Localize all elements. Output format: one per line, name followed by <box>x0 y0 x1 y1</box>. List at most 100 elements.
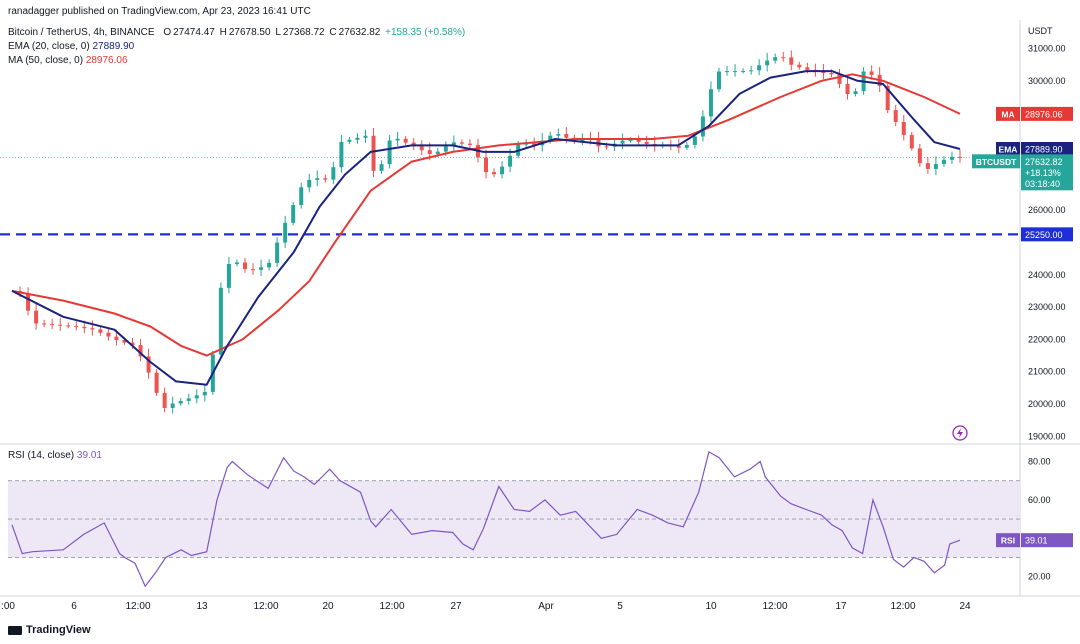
ohlc-open: 27474.47 <box>173 27 215 38</box>
candle-body <box>821 71 826 73</box>
time-tick-label: 10 <box>705 601 717 612</box>
time-tick-label: 12:00 <box>125 601 150 612</box>
price-tick-label: 22000.00 <box>1028 334 1066 344</box>
candle-body <box>234 262 239 264</box>
candle-body <box>122 340 127 343</box>
ohlc-high-label: H <box>219 27 227 38</box>
candle-body <box>283 222 288 243</box>
candle-body <box>371 135 376 171</box>
candle-body <box>773 57 778 61</box>
rsi-band-layer <box>8 480 1020 558</box>
candle-body <box>154 372 159 393</box>
btcusdt-tag-label: BTCUSDT <box>976 157 1017 167</box>
candle-body <box>82 326 87 329</box>
ema-legend: EMA (20, close, 0) 27889.90 <box>8 41 134 52</box>
candle-body <box>98 329 103 333</box>
ema-tag-label: EMA <box>999 145 1018 155</box>
candle-body <box>532 143 537 146</box>
ema-legend-label: EMA (20, close, 0) <box>8 41 90 52</box>
candle-body <box>885 85 890 111</box>
candle-body <box>676 146 681 148</box>
time-tick-label: 6 <box>71 601 77 612</box>
time-tick-label: 27 <box>450 601 462 612</box>
candle-body <box>725 71 730 73</box>
candle-body <box>716 71 721 90</box>
candle-body <box>901 121 906 135</box>
ma50-line <box>11 73 961 357</box>
candle-body <box>186 398 191 401</box>
rsi-legend: RSI (14, close) 39.01 <box>8 450 102 461</box>
candle-body <box>500 166 505 175</box>
ma-legend: MA (50, close, 0) 28976.06 <box>8 55 128 66</box>
candle-body <box>636 139 641 142</box>
lines-layer <box>0 70 1020 588</box>
candle-body <box>162 392 167 408</box>
ohlc-high: 27678.50 <box>228 27 271 38</box>
candle-body <box>524 143 529 145</box>
candle-body <box>178 400 183 404</box>
ema-value: 27889.90 <box>1025 145 1063 155</box>
support-value: 25250.00 <box>1025 230 1063 240</box>
candle-body <box>146 356 151 373</box>
symbol-label: Bitcoin / TetherUS, 4h, BINANCE <box>8 27 155 38</box>
candle-body <box>323 178 328 180</box>
candle-body <box>708 89 713 117</box>
time-tick-label: 12:00 <box>762 601 787 612</box>
candle-body <box>339 141 344 168</box>
candle-body <box>58 324 63 326</box>
candle-body <box>548 135 553 141</box>
candle-body <box>684 144 689 148</box>
time-tick-label: Apr <box>538 601 554 612</box>
candle-body <box>251 269 256 271</box>
candle-body <box>451 142 456 147</box>
lightning-bolt-icon <box>957 428 963 438</box>
candle-body <box>829 72 834 75</box>
candle-body <box>933 164 938 169</box>
candle-body <box>194 395 199 399</box>
ma-legend-value: 28976.06 <box>85 55 128 66</box>
time-tick-label: 12:00 <box>890 601 915 612</box>
candle-body <box>909 134 914 149</box>
ema20-line <box>11 70 961 386</box>
candle-body <box>781 57 786 59</box>
support-value-box <box>1021 227 1073 242</box>
price-tick-label: 31000.00 <box>1028 43 1066 53</box>
tradingview-footer: TradingView <box>8 624 91 636</box>
rsi-legend-value: 39.01 <box>76 450 102 461</box>
time-tick-label: 5 <box>617 601 623 612</box>
candle-body <box>459 142 464 144</box>
last-price-box <box>1021 154 1073 191</box>
ma-tag-box <box>996 106 1020 121</box>
last-change-pct: +18.13% <box>1025 168 1061 178</box>
candle-body <box>355 137 360 140</box>
price-tick-label: 19000.00 <box>1028 431 1066 441</box>
candles-layer <box>18 50 962 414</box>
candle-body <box>628 139 633 141</box>
candle-body <box>307 179 312 188</box>
candle-body <box>379 164 384 171</box>
candle-body <box>917 148 922 164</box>
candle-body <box>114 336 119 341</box>
candle-body <box>242 262 247 270</box>
ohlc-low: 27368.72 <box>282 27 325 38</box>
candle-body <box>700 116 705 137</box>
candle-body <box>556 133 561 136</box>
time-tick-label: 17 <box>835 601 847 612</box>
candle-body <box>331 167 336 180</box>
tradingview-logo-icon <box>8 625 22 635</box>
time-tick-label: 12:00 <box>379 601 404 612</box>
rsi-tick-label: 80.00 <box>1028 457 1051 467</box>
candle-body <box>749 70 754 72</box>
candle-body <box>733 71 738 73</box>
candle-body <box>66 325 71 327</box>
ohlc-low-label: L <box>275 27 281 38</box>
symbol-line: Bitcoin / TetherUS, 4h, BINANCE O 27474.4… <box>8 27 467 38</box>
tags-layer: MA 28976.06 EMA 27889.90 BTCUSDT 27632.82+18.… <box>952 106 1073 548</box>
candle-body <box>467 143 472 145</box>
candle-body <box>90 328 95 330</box>
axis-layer: USDT 19000.00 20000.00 21000.00 22000.00 2300… <box>1 26 1066 612</box>
candle-body <box>837 74 842 84</box>
candle-body <box>42 323 47 325</box>
price-tick-label: 21000.00 <box>1028 367 1066 377</box>
rsi-line <box>11 450 961 588</box>
